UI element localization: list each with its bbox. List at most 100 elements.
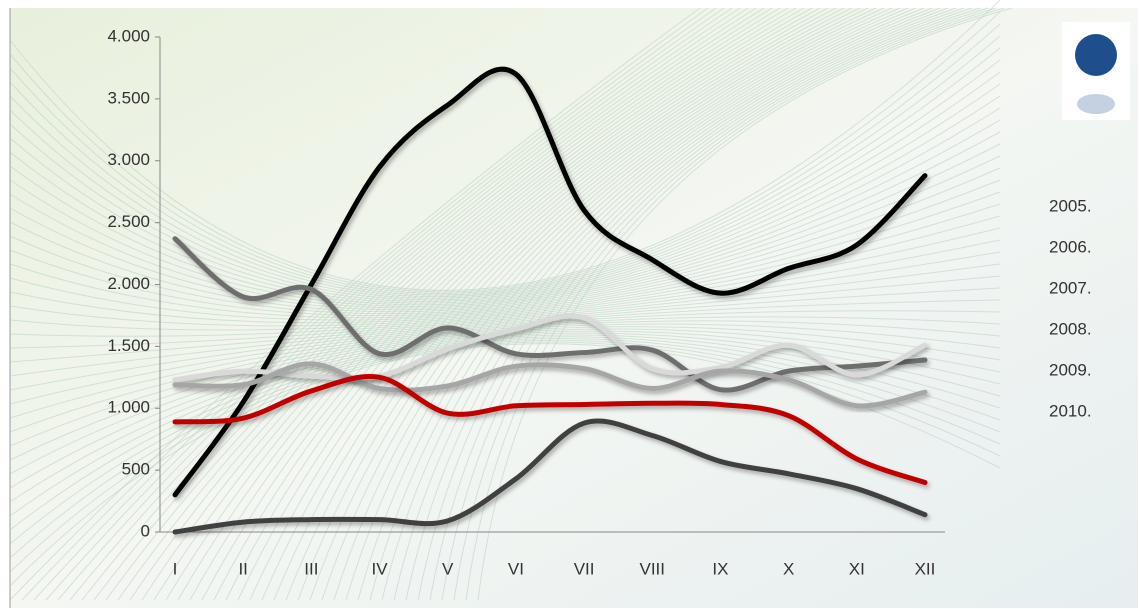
series-line [172, 374, 928, 485]
mesh-line [309, 7, 901, 601]
mesh-line [9, 119, 1001, 307]
series-line [172, 66, 928, 498]
series-line [172, 418, 928, 535]
mesh-line [9, 11, 1001, 293]
mesh-line [213, 7, 837, 601]
x-tick-label: VIII [640, 559, 666, 578]
x-tick-label: IV [372, 559, 389, 578]
mesh-line [69, 7, 741, 601]
x-tick-label: III [304, 559, 318, 578]
mesh-line [141, 7, 789, 601]
x-tick-label: V [442, 559, 454, 578]
mesh-line [285, 7, 885, 601]
series-line [172, 361, 928, 409]
mesh-line [249, 7, 861, 601]
mesh-line [9, 0, 1001, 291]
mesh-line [177, 7, 813, 601]
mesh-line [477, 7, 1013, 601]
mesh-line [333, 7, 917, 601]
mesh-line [9, 330, 1001, 489]
logo [1075, 34, 1117, 76]
legend-label: 2009. [1049, 360, 1092, 379]
y-tick-label: 2.000 [107, 274, 150, 293]
mesh-line [381, 7, 949, 601]
mesh-line [117, 7, 773, 601]
mesh-line [129, 7, 781, 601]
mesh-line [93, 7, 757, 601]
series-line [172, 236, 928, 393]
mesh-line [9, 167, 1001, 315]
x-tick-label: XI [849, 559, 865, 578]
legend-label: 2010. [1049, 401, 1092, 420]
mesh-line [9, 35, 1001, 296]
mesh-line [105, 7, 765, 601]
mesh-line [9, 131, 1001, 309]
mesh-line [9, 47, 1001, 298]
mesh-line [9, 227, 1001, 327]
mesh-line [9, 323, 1001, 447]
mesh-line [9, 263, 1001, 349]
legend-label: 2007. [1049, 278, 1092, 297]
y-tick-label: 1.500 [107, 336, 150, 355]
mesh-line [9, 251, 1001, 337]
mesh-line [9, 107, 1001, 306]
mesh-line [417, 7, 973, 601]
mesh-line [9, 328, 1001, 475]
y-tick-label: 3.000 [107, 150, 150, 169]
y-tick-label: 500 [122, 460, 150, 479]
mesh-line [9, 287, 1001, 377]
mesh-line [345, 7, 925, 601]
mesh-line [189, 7, 821, 601]
mesh-line [45, 7, 725, 601]
x-tick-label: II [238, 559, 247, 578]
mesh-line [153, 7, 797, 601]
mesh-line [9, 179, 1001, 317]
series-line [172, 313, 928, 383]
y-tick-label: 4.000 [107, 26, 150, 45]
mesh-line [297, 7, 893, 601]
y-tick-label: 3.500 [107, 88, 150, 107]
mesh-line [165, 7, 805, 601]
mesh-line [393, 7, 957, 601]
mesh-line [57, 7, 733, 601]
mesh-line [465, 7, 1005, 601]
mesh-line [9, 341, 1001, 573]
x-tick-label: VI [508, 559, 524, 578]
mesh-line [237, 7, 853, 601]
mesh-line [9, 334, 1001, 517]
mesh-line [225, 7, 845, 601]
logo-reflection [1077, 94, 1115, 114]
mesh-line [441, 7, 989, 601]
x-tick-label: X [783, 559, 794, 578]
mesh-line [369, 7, 941, 601]
y-tick-label: 1.000 [107, 398, 150, 417]
x-tick-label: VII [574, 559, 595, 578]
mesh-line [9, 59, 1001, 299]
mesh-line [405, 7, 965, 601]
mesh-line [9, 343, 1001, 587]
mesh-line [357, 7, 933, 601]
mesh-line [9, 191, 1001, 319]
y-tick-label: 0 [141, 521, 150, 540]
legend-label: 2005. [1049, 196, 1092, 215]
mesh-line [9, 155, 1001, 313]
x-tick-label: I [173, 559, 178, 578]
mesh-line [201, 7, 829, 601]
mesh-line [9, 326, 1001, 461]
x-tick-label: IX [712, 559, 728, 578]
y-tick-label: 2.500 [107, 212, 150, 231]
mesh-line [321, 7, 909, 601]
mesh-line [273, 7, 877, 601]
mesh-line [9, 71, 1001, 301]
mesh-line [453, 7, 997, 601]
legend-label: 2008. [1049, 319, 1092, 338]
mesh-line [81, 7, 749, 601]
x-tick-label: XII [915, 559, 936, 578]
mesh-line [9, 95, 1001, 304]
mesh-line [9, 239, 1001, 331]
mesh-line [261, 7, 869, 601]
mesh-line [9, 332, 1001, 503]
mesh-line [9, 299, 1001, 391]
legend-label: 2006. [1049, 237, 1092, 256]
